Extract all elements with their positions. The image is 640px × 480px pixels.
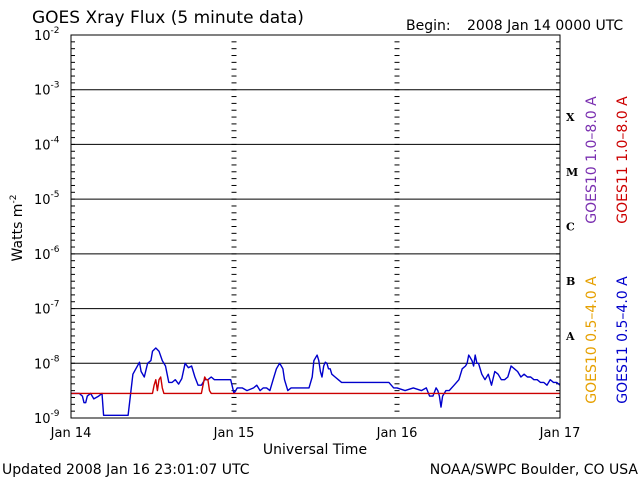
y-tick-exponent: -2 (51, 26, 60, 36)
series-line-2 (71, 376, 560, 395)
y-tick-base: 10 (34, 138, 51, 153)
series-layer (71, 347, 561, 416)
y-tick-exponent: -4 (51, 135, 60, 145)
x-tick-label: Jan 15 (213, 426, 255, 441)
credit-text: NOAA/SWPC Boulder, CO USA (430, 462, 639, 478)
y-tick-label: 10-6 (34, 245, 60, 263)
legend-label: GOES10 1.0–8.0 A (584, 96, 600, 224)
y-tick-label: 10-5 (34, 190, 60, 208)
y-tick-label: 10-8 (34, 354, 60, 372)
legend-entry: GOES11 1.0–8.0 A (615, 96, 631, 224)
y-tick-base: 10 (34, 412, 51, 427)
x-tick-label: Jan 16 (376, 426, 418, 441)
legend-label: GOES11 1.0–8.0 A (615, 96, 631, 224)
legend-label: GOES10 0.5–4.0 A (584, 276, 600, 404)
x-tick-label: Jan 14 (50, 426, 92, 441)
y-axis-label-main: Watts m (10, 204, 26, 262)
vertical-tick-marks (71, 41, 560, 419)
y-axis-label: Watts m-2 (9, 195, 26, 262)
y-tick-exponent: -7 (51, 300, 60, 310)
y-tick-base: 10 (34, 357, 51, 372)
flare-class-label: X (566, 111, 575, 124)
grid-lines (71, 34, 560, 419)
series-line-1 (71, 347, 561, 416)
x-axis-label: Universal Time (263, 442, 367, 458)
y-tick-label: 10-3 (34, 81, 60, 99)
flare-class-label: B (566, 275, 575, 288)
y-tick-exponent: -9 (51, 409, 60, 419)
legend-entry: GOES11 0.5–4.0 A (615, 276, 631, 404)
legend: GOES10 1.0–8.0 A GOES11 1.0–8.0 A GOES10 0… (584, 96, 631, 404)
y-axis-label-sup: -2 (9, 195, 19, 204)
x-tick-labels: Jan 14 Jan 15 Jan 16 Jan 17 (50, 426, 581, 441)
y-tick-base: 10 (34, 193, 51, 208)
y-tick-labels: 10-210-310-410-510-610-710-810-9 (34, 26, 60, 427)
y-tick-exponent: -3 (51, 81, 60, 91)
y-tick-base: 10 (34, 303, 51, 318)
legend-label: GOES11 0.5–4.0 A (615, 276, 631, 404)
y-tick-base: 10 (34, 29, 51, 44)
begin-label: Begin: (406, 18, 451, 34)
legend-entry: GOES10 0.5–4.0 A (584, 276, 600, 404)
flare-class-label: C (566, 221, 575, 234)
updated-timestamp: Updated 2008 Jan 16 23:01:07 UTC (2, 462, 250, 478)
y-tick-label: 10-2 (34, 26, 60, 44)
plot-frame (70, 34, 561, 419)
chart-title: GOES Xray Flux (5 minute data) (32, 8, 304, 28)
y-tick-exponent: -5 (51, 190, 60, 200)
y-tick-label: 10-4 (34, 135, 60, 153)
begin-value: 2008 Jan 14 0000 UTC (467, 18, 623, 34)
flare-class-label: A (565, 330, 575, 343)
flare-class-label: M (566, 166, 578, 179)
flare-class-labels: X M C B A (565, 111, 578, 343)
y-tick-label: 10-7 (34, 300, 60, 318)
x-tick-label: Jan 17 (539, 426, 581, 441)
y-tick-base: 10 (34, 248, 51, 263)
y-tick-exponent: -8 (51, 354, 60, 364)
y-axis-label-text: Watts m-2 (9, 195, 26, 262)
y-tick-label: 10-9 (34, 409, 60, 427)
legend-entry: GOES10 1.0–8.0 A (584, 96, 600, 224)
y-tick-base: 10 (34, 84, 51, 99)
y-tick-exponent: -6 (51, 245, 60, 255)
